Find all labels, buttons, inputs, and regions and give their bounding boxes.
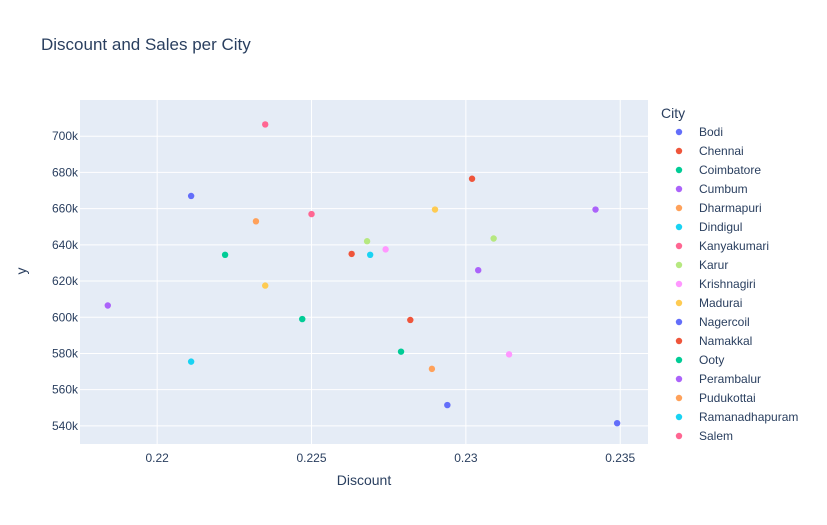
legend-marker <box>675 280 683 288</box>
legend-marker <box>675 394 683 402</box>
y-tick-label: 580k <box>52 346 79 360</box>
x-tick-label: 0.235 <box>605 451 635 465</box>
data-point <box>407 316 414 324</box>
legend-item-label: Karur <box>699 258 728 272</box>
legend-item-label: Chennai <box>699 144 744 158</box>
data-point <box>348 250 355 258</box>
data-point <box>613 419 621 427</box>
legend-item-label: Pudukottai <box>699 391 756 405</box>
data-point <box>592 206 599 213</box>
data-point <box>187 192 195 200</box>
plot-area <box>80 100 648 444</box>
y-axis-title: y <box>13 268 29 275</box>
legend-item-label: Coimbatore <box>699 163 761 177</box>
legend-item-label: Ramanadhapuram <box>699 410 798 424</box>
data-point <box>262 282 269 289</box>
chart-title: Discount and Sales per City <box>41 35 251 54</box>
data-point <box>299 315 306 323</box>
legend-item-label: Cumbum <box>699 182 748 196</box>
legend-item-label: Dharmapuri <box>699 201 762 215</box>
data-point <box>444 401 451 409</box>
y-tick-label: 700k <box>52 129 79 143</box>
y-tick-label: 620k <box>52 274 79 288</box>
legend-marker <box>675 337 683 345</box>
grid-lines <box>80 100 648 444</box>
legend-title: City <box>661 105 685 121</box>
legend-marker <box>675 261 683 269</box>
y-tick-label: 560k <box>52 383 79 397</box>
x-tick-label: 0.22 <box>145 451 169 465</box>
y-tick-label: 600k <box>52 310 79 324</box>
legend-marker <box>675 204 683 212</box>
legend: Bodi Chennai Coimbatore Cumbum Dharmapuri Din… <box>675 125 798 443</box>
data-point <box>363 238 371 245</box>
legend-marker <box>675 413 683 421</box>
data-point <box>308 210 315 218</box>
legend-marker <box>675 223 683 231</box>
y-axis-ticks: 540k 560k 580k 600k 620k 640k 660k 680k 700k <box>52 129 79 433</box>
legend-item-label: Salem <box>699 429 733 443</box>
legend-marker <box>675 299 683 307</box>
data-point <box>104 302 111 309</box>
legend-item-label: Madurai <box>699 296 742 310</box>
y-tick-label: 540k <box>52 419 79 433</box>
legend-marker <box>675 166 683 174</box>
legend-marker <box>675 318 683 326</box>
data-point <box>505 351 513 358</box>
data-point <box>468 175 476 182</box>
data-point <box>431 206 439 213</box>
legend-item-label: Dindigul <box>699 220 742 234</box>
legend-marker <box>675 242 683 250</box>
data-points <box>104 121 621 427</box>
data-point <box>428 365 436 373</box>
data-point <box>187 358 195 365</box>
legend-item-label: Nagercoil <box>699 315 750 329</box>
x-axis-ticks: 0.22 0.225 0.23 0.235 <box>145 451 635 465</box>
legend-item-label: Ooty <box>699 353 724 367</box>
data-point <box>490 235 497 242</box>
data-point <box>221 251 229 258</box>
legend-marker <box>675 356 683 364</box>
y-tick-label: 640k <box>52 238 79 252</box>
data-point <box>262 121 269 128</box>
x-axis-title: Discount <box>337 472 392 488</box>
data-point <box>252 218 260 225</box>
y-tick-label: 680k <box>52 165 79 179</box>
y-tick-label: 660k <box>52 202 79 216</box>
legend-item-label: Perambalur <box>699 372 761 386</box>
legend-item-label: Krishnagiri <box>699 277 756 291</box>
data-point <box>397 348 405 355</box>
legend-marker <box>675 185 683 193</box>
data-point <box>366 251 374 258</box>
x-tick-label: 0.225 <box>297 451 327 465</box>
legend-item-label: Bodi <box>699 125 723 139</box>
legend-marker <box>675 147 683 155</box>
data-point <box>382 246 389 253</box>
x-tick-label: 0.23 <box>454 451 478 465</box>
data-point <box>475 266 482 274</box>
legend-item-label: Namakkal <box>699 334 752 348</box>
legend-marker <box>675 432 683 440</box>
legend-item-label: Kanyakumari <box>699 239 769 253</box>
legend-marker <box>675 128 683 136</box>
legend-marker <box>675 375 683 383</box>
